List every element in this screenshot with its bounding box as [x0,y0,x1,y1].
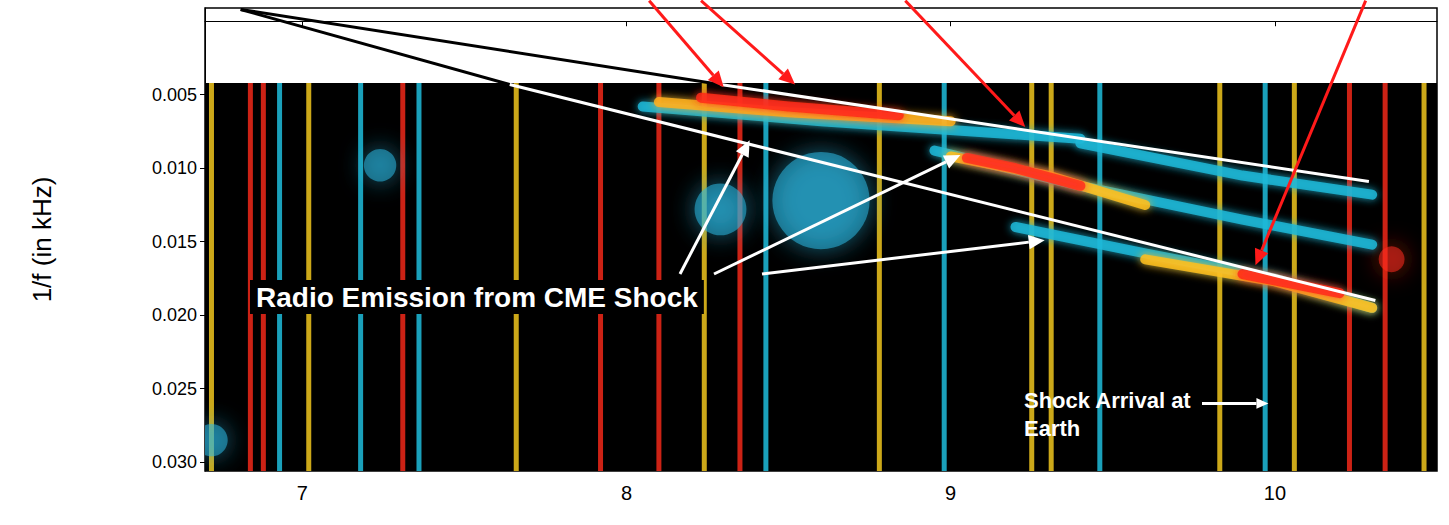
svg-text:Earth: Earth [1024,416,1080,441]
svg-text:Shock Arrival at: Shock Arrival at [1024,388,1197,413]
svg-text:0.030: 0.030 [152,452,197,472]
svg-text:0.015: 0.015 [152,232,197,252]
svg-text:9: 9 [945,482,956,504]
svg-text:Radio Emission from CME Shock: Radio Emission from CME Shock [256,282,698,313]
svg-text:0.020: 0.020 [152,305,197,325]
svg-text:1/f (in kHz): 1/f (in kHz) [27,177,57,303]
svg-text:0.025: 0.025 [152,379,197,399]
svg-text:8: 8 [621,482,632,504]
svg-text:0.010: 0.010 [152,158,197,178]
svg-text:0.005: 0.005 [152,85,197,105]
svg-text:10: 10 [1264,482,1286,504]
svg-text:7: 7 [297,482,308,504]
